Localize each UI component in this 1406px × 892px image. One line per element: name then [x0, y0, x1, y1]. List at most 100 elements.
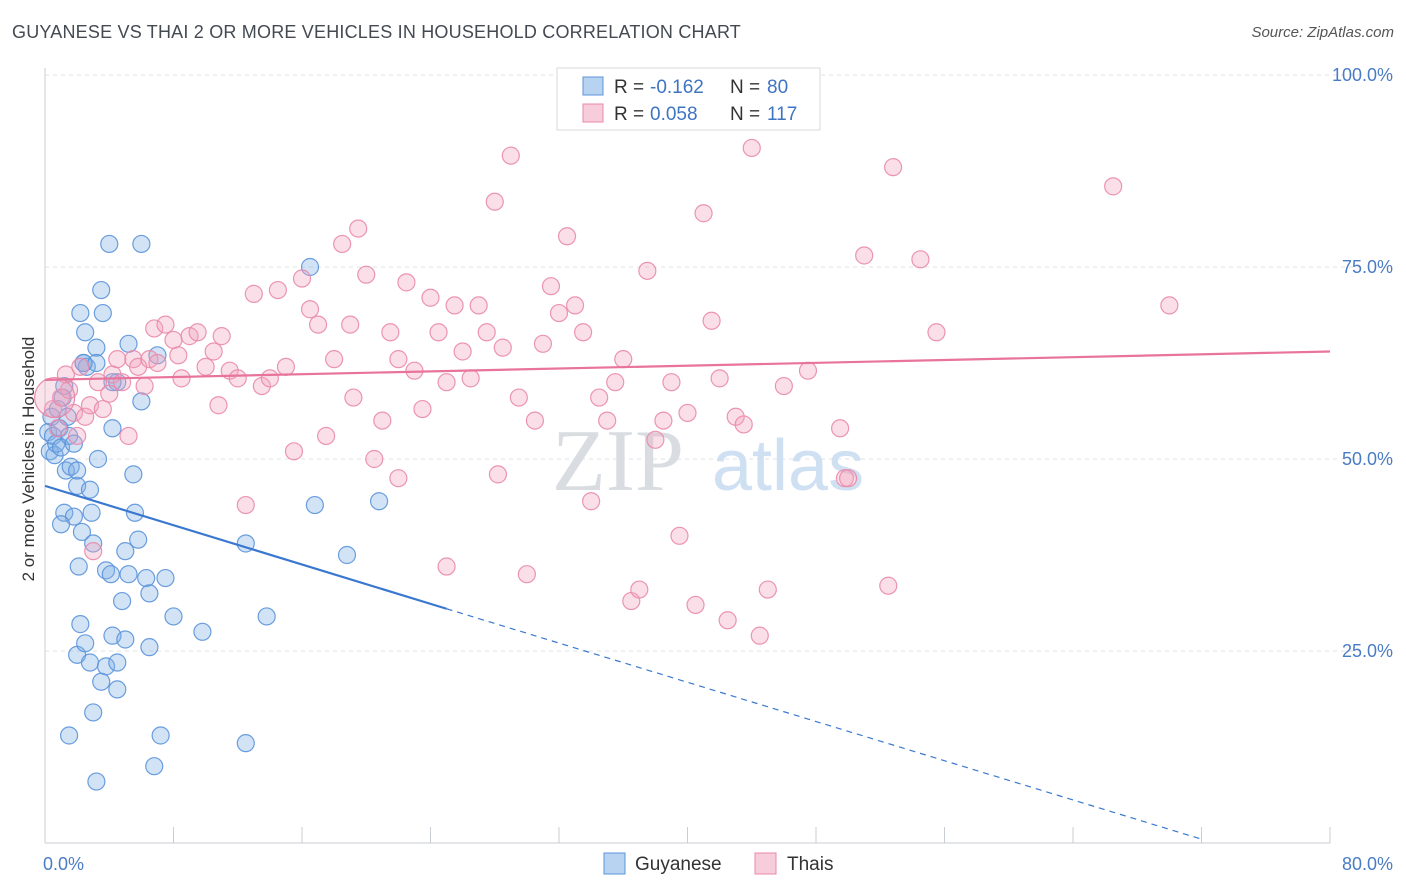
guyanese-point: [80, 653, 100, 672]
thais-point: [244, 284, 263, 303]
thais-point: [590, 388, 609, 407]
guyanese-point: [96, 657, 116, 676]
thais-point: [694, 204, 713, 223]
guyanese-point: [337, 545, 357, 565]
guyanese-point: [236, 734, 255, 753]
guyanese-point: [119, 565, 138, 584]
guyanese-point: [68, 461, 87, 480]
guyanese-point: [71, 615, 90, 634]
thais-point: [654, 411, 673, 430]
guyanese-point: [69, 557, 88, 576]
thais-point: [71, 357, 90, 376]
legend-n-label-thais: N =: [730, 104, 760, 125]
thais-point: [429, 323, 448, 342]
guyanese-point: [116, 630, 135, 649]
thais-point: [164, 330, 183, 350]
thais-point: [148, 353, 167, 373]
guyanese-point: [119, 334, 138, 353]
guyanese-point: [92, 672, 111, 691]
y-tick-label-50: 50.0%: [1342, 449, 1393, 469]
thais-point: [855, 246, 874, 265]
thais-point: [453, 342, 472, 361]
thais-point: [742, 138, 761, 158]
y-tick-label-75: 75.0%: [1342, 257, 1393, 277]
thais-point: [341, 315, 360, 334]
bottom-legend-label-guyanese: Guyanese: [635, 854, 722, 875]
legend-swatch-thais: [582, 103, 604, 123]
thais-point: [349, 219, 368, 238]
guyanese-point: [93, 303, 112, 323]
thais-point: [276, 357, 296, 376]
thais-point: [135, 376, 154, 396]
thais-point: [421, 288, 440, 307]
guyanese-trend-extension: [446, 608, 1202, 840]
thais-point: [381, 323, 400, 342]
guyanese-point: [84, 703, 103, 722]
thais-point: [344, 388, 363, 407]
thais-point: [565, 296, 585, 315]
legend-swatch-guyanese: [582, 76, 604, 96]
legend-r-value-thais: 0.058: [650, 104, 698, 125]
thais-point: [646, 430, 665, 449]
guyanese-points: [39, 234, 389, 791]
thais-point: [68, 426, 87, 446]
thais-point: [541, 277, 561, 296]
guyanese-point: [80, 480, 100, 499]
thais-point: [718, 611, 737, 630]
guyanese-point: [55, 503, 74, 522]
thais-point: [108, 350, 127, 369]
guyanese-point: [193, 622, 212, 641]
thais-point: [93, 399, 112, 419]
bottom-legend-swatch-guyanese: [603, 852, 626, 875]
y-axis-title: 2 or more Vehicles in Household: [19, 337, 38, 582]
legend-r-label-thais: R =: [614, 104, 644, 125]
thais-point: [169, 346, 188, 365]
thais-point: [678, 403, 697, 423]
guyanese-point: [164, 607, 183, 626]
thais-point: [445, 296, 464, 315]
thais-point: [1160, 296, 1179, 315]
thais-point: [549, 303, 569, 323]
thais-point: [325, 350, 344, 369]
thais-point: [839, 469, 858, 488]
thais-point: [488, 465, 508, 484]
thais-point: [300, 300, 320, 319]
guyanese-point: [145, 757, 164, 776]
legend-bottom: Guyanese Thais: [603, 852, 833, 875]
thais-point: [710, 369, 729, 388]
thais-point: [734, 415, 753, 434]
thais-point: [606, 373, 625, 392]
thais-point: [284, 442, 304, 461]
thais-point: [598, 411, 617, 430]
guyanese-point: [140, 638, 159, 657]
thais-point: [477, 323, 496, 342]
thais-point: [308, 315, 328, 334]
guyanese-point: [116, 542, 135, 561]
thais-trend-line: [44, 350, 1331, 381]
y-tick-label-100: 100.0%: [1332, 65, 1393, 85]
guyanese-point: [124, 465, 143, 484]
guyanese-point: [84, 534, 103, 553]
thais-point: [413, 399, 432, 419]
thais-point: [758, 580, 777, 599]
thais-point: [204, 342, 223, 361]
guyanese-point: [108, 653, 127, 672]
thais-point: [437, 373, 456, 392]
thais-points: [34, 138, 1179, 645]
guyanese-point: [51, 515, 71, 534]
thais-point: [389, 350, 408, 369]
guyanese-point: [156, 568, 175, 588]
thais-point: [437, 557, 456, 576]
guyanese-point: [88, 449, 108, 469]
bottom-legend-label-thais: Thais: [787, 854, 833, 875]
thais-point: [333, 234, 352, 254]
legend-n-value-guyanese: 80: [767, 77, 788, 98]
thais-point: [1104, 177, 1123, 196]
axes: 25.0% 50.0% 75.0% 100.0% 0.0% 80.0% 2 or more …: [19, 65, 1393, 874]
guyanese-point: [100, 234, 119, 254]
thais-point: [883, 158, 903, 177]
thais-point: [686, 595, 705, 615]
thais-point: [365, 449, 384, 469]
guyanese-trend-line: [44, 484, 447, 610]
guyanese-point: [87, 353, 106, 373]
